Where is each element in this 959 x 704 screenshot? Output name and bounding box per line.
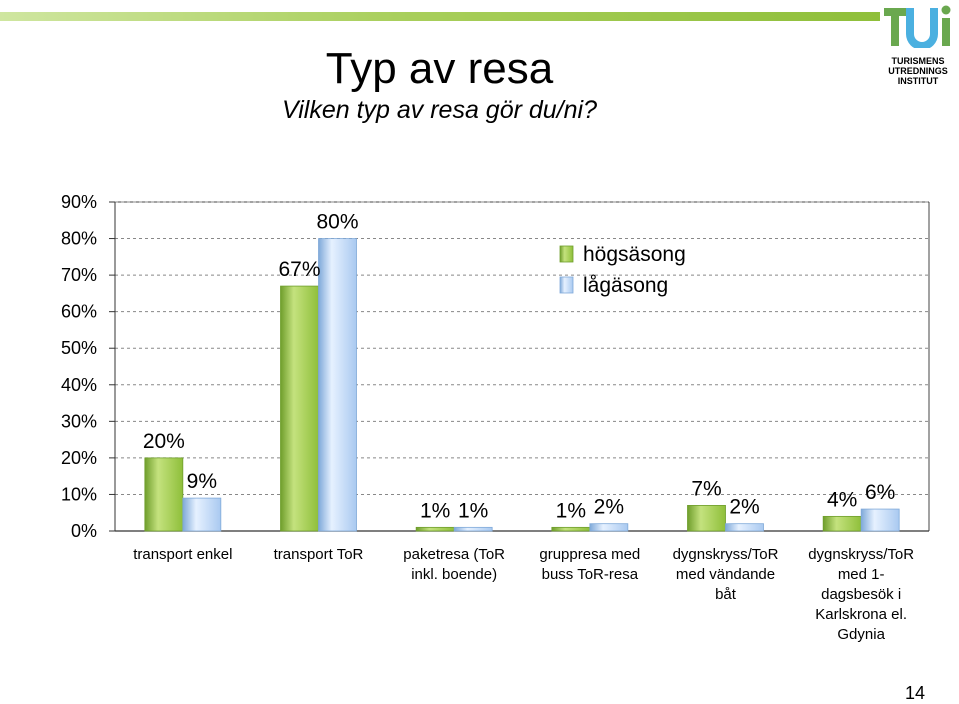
page-subtitle: Vilken typ av resa gör du/ni? [281,96,597,124]
data-label: 4% [827,488,857,511]
legend-label: högsäsong [583,243,686,266]
category-label: inkl. boende) [411,566,497,583]
category-label: med vändande [676,566,775,583]
category-label: Gdynia [837,626,885,643]
legend-swatch [559,276,574,294]
bar-hogsasong [822,515,862,532]
bar-lagsasong [182,497,222,532]
data-label: 6% [865,481,895,504]
bar-hogsasong [551,526,591,532]
category-label: buss ToR-resa [542,566,639,583]
category-label: dygnskryss/ToR [673,546,779,563]
category-label: dagsbesök i [821,586,901,603]
header-band [0,12,880,21]
y-tick-label: 90% [61,192,97,212]
y-tick-label: 10% [61,484,97,504]
logo-line: UTREDNINGS [888,66,948,76]
y-tick-label: 50% [61,338,97,358]
y-tick-label: 80% [61,229,97,249]
bar-lagsasong [589,523,629,532]
data-label: 67% [278,258,320,281]
category-label: transport ToR [274,546,364,563]
bar-lagsasong [725,523,764,532]
page-title: Typ av resa [325,44,554,93]
category-label: paketresa (ToR [403,546,505,563]
data-label: 80% [316,211,358,234]
logo-mark-icon [884,5,951,48]
bar-lagsasong [453,526,493,532]
category-label: gruppresa med [539,546,640,563]
bar-hogsasong [144,457,184,532]
data-label: 1% [458,499,488,522]
bar-hogsasong [280,285,319,532]
y-tick-label: 70% [61,265,97,285]
data-label: 7% [691,477,721,500]
logo-line: INSTITUT [897,76,939,86]
logo-line: TURISMENS [891,56,945,66]
y-tick-label: 40% [61,375,97,395]
data-label: 9% [187,470,217,493]
category-label: dygnskryss/ToR [808,546,914,563]
page-number: 14 [905,683,926,703]
bar-hogsasong [415,526,455,532]
y-tick-label: 20% [61,448,97,468]
legend-swatch [559,245,574,263]
data-label: 20% [143,430,185,453]
bar-lagsasong [860,508,900,532]
data-label: 2% [729,496,759,519]
legend-label: lågäsong [583,274,668,297]
category-label: med 1- [838,566,885,583]
data-label: 2% [594,496,624,519]
data-label: 1% [556,499,586,522]
bar-lagsasong [318,238,357,532]
bar-hogsasong [687,505,726,532]
y-tick-label: 30% [61,411,97,431]
y-tick-label: 60% [61,302,97,322]
category-label: Karlskrona el. [815,606,907,623]
category-label: transport enkel [133,546,232,563]
data-label: 1% [420,499,450,522]
y-tick-label: 0% [71,521,97,541]
category-label: båt [715,586,737,603]
